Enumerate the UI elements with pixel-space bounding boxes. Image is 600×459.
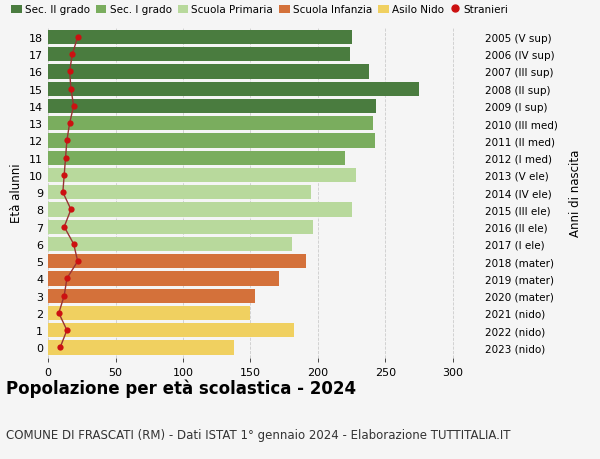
Bar: [48, 203, 352, 217]
Bar: [48, 186, 311, 200]
Bar: [48, 289, 254, 303]
Y-axis label: Età alunni: Età alunni: [10, 163, 23, 223]
Bar: [48, 100, 376, 114]
Bar: [48, 117, 373, 131]
Bar: [48, 134, 374, 148]
Bar: [48, 220, 313, 234]
Bar: [48, 237, 292, 252]
Bar: [48, 255, 306, 269]
Text: COMUNE DI FRASCATI (RM) - Dati ISTAT 1° gennaio 2024 - Elaborazione TUTTITALIA.I: COMUNE DI FRASCATI (RM) - Dati ISTAT 1° …: [6, 428, 511, 441]
Legend: Sec. II grado, Sec. I grado, Scuola Primaria, Scuola Infanzia, Asilo Nido, Stran: Sec. II grado, Sec. I grado, Scuola Prim…: [11, 5, 509, 15]
Bar: [48, 65, 369, 79]
Bar: [48, 31, 352, 45]
Bar: [48, 168, 356, 183]
Bar: [48, 83, 419, 96]
Text: Popolazione per età scolastica - 2024: Popolazione per età scolastica - 2024: [6, 379, 356, 397]
Bar: [48, 48, 350, 62]
Bar: [48, 151, 345, 165]
Bar: [48, 272, 279, 286]
Bar: [48, 341, 234, 355]
Bar: [48, 324, 294, 337]
Y-axis label: Anni di nascita: Anni di nascita: [569, 149, 582, 236]
Bar: [48, 306, 251, 320]
